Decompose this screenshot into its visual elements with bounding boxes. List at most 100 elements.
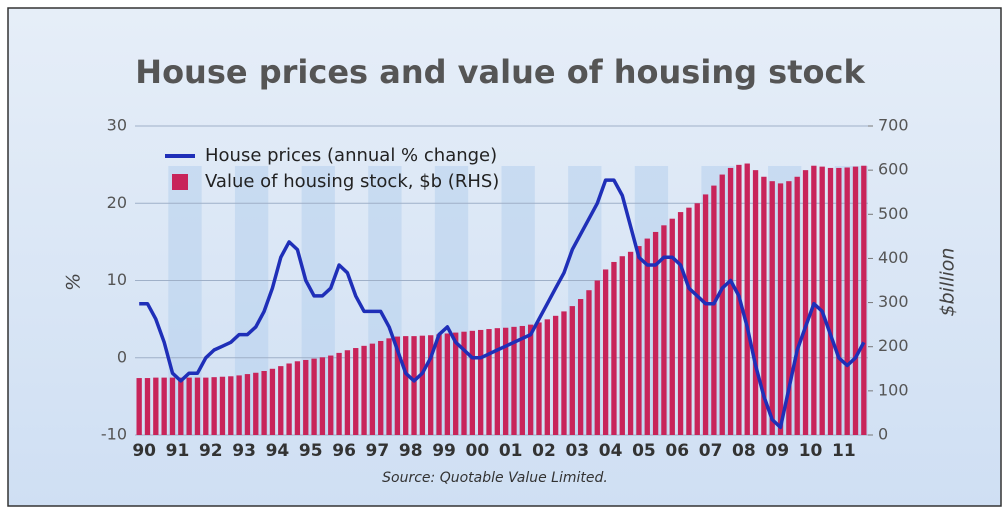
x-tick-label: 92 <box>199 441 223 461</box>
bar <box>636 246 642 435</box>
bar <box>294 361 301 435</box>
y-tick-label: 0 <box>117 347 127 366</box>
bar <box>669 218 675 435</box>
bar <box>819 166 825 435</box>
x-tick-label: 99 <box>432 441 456 461</box>
bar <box>702 194 709 435</box>
bar <box>536 322 542 435</box>
bar <box>369 343 376 435</box>
bar <box>627 251 634 435</box>
bar <box>353 348 359 435</box>
bar <box>444 333 451 435</box>
bar <box>652 231 659 435</box>
bar <box>328 355 334 435</box>
bar <box>502 327 509 435</box>
bar <box>644 238 650 435</box>
bar <box>236 375 242 435</box>
bar <box>719 174 725 436</box>
bar <box>411 336 417 435</box>
bar <box>686 207 692 435</box>
x-tick-label: 05 <box>632 441 656 461</box>
bar <box>769 181 775 435</box>
bar <box>203 377 209 435</box>
bar <box>436 334 442 435</box>
y-tick-label: 30 <box>107 116 127 135</box>
x-tick-label: 93 <box>232 441 256 461</box>
x-tick-label: 00 <box>466 441 490 461</box>
bar <box>419 335 426 435</box>
y2-tick-label: 600 <box>878 160 909 179</box>
bar <box>428 335 434 435</box>
bar <box>694 203 700 435</box>
bar <box>261 370 267 435</box>
bar <box>827 167 834 435</box>
x-tick-label: 96 <box>332 441 356 461</box>
bar <box>544 319 550 435</box>
bar <box>727 167 734 435</box>
bar <box>386 338 392 435</box>
legend-label: Value of housing stock, $b (RHS) <box>205 171 499 192</box>
bar <box>161 377 167 435</box>
x-tick-label: 04 <box>599 441 623 461</box>
bar <box>244 374 251 435</box>
bar <box>478 329 484 435</box>
bar <box>761 176 767 435</box>
y2-tick-label: 500 <box>878 204 909 223</box>
x-tick-label: 09 <box>765 441 789 461</box>
x-tick-label: 95 <box>299 441 323 461</box>
y2-tick-label: 300 <box>878 292 909 311</box>
bar <box>552 315 559 435</box>
bar <box>169 377 176 435</box>
legend-swatch <box>172 174 188 190</box>
bar <box>777 183 784 435</box>
bar <box>286 363 292 435</box>
bar <box>661 225 667 435</box>
bar <box>486 329 492 435</box>
bar <box>403 336 409 435</box>
bar <box>219 376 226 435</box>
bar <box>136 378 142 435</box>
bar <box>752 170 759 435</box>
bar <box>361 345 367 435</box>
bar <box>744 163 750 435</box>
x-tick-label: 94 <box>266 441 290 461</box>
bar <box>561 311 567 435</box>
bar <box>602 269 609 435</box>
bar <box>278 366 284 435</box>
bar <box>861 165 867 435</box>
x-tick-label: 07 <box>699 441 723 461</box>
legend-label: House prices (annual % change) <box>205 145 497 166</box>
bar <box>577 299 584 435</box>
bar <box>194 377 201 435</box>
x-tick-label: 90 <box>132 441 156 461</box>
bar <box>344 350 351 435</box>
bar <box>469 330 476 435</box>
bar <box>186 377 192 435</box>
bar <box>786 181 792 435</box>
bar <box>836 167 842 435</box>
source: Source: Quotable Value Limited. <box>382 470 608 486</box>
bar <box>586 290 592 435</box>
y-tick-label: -10 <box>101 425 127 444</box>
x-tick-label: 02 <box>532 441 556 461</box>
bar <box>211 377 217 435</box>
x-tick-label: 11 <box>832 441 856 461</box>
bar <box>494 328 501 435</box>
bar <box>453 332 459 435</box>
x-tick-label: 98 <box>399 441 423 461</box>
bar <box>794 176 800 435</box>
bar <box>527 324 534 435</box>
bar <box>511 326 517 435</box>
bar <box>852 166 859 435</box>
y2-axis-label: $billion <box>937 248 959 317</box>
bar <box>611 261 617 435</box>
x-tick-label: 03 <box>565 441 589 461</box>
bar <box>811 165 817 435</box>
bar <box>178 377 184 435</box>
bar <box>153 377 159 435</box>
bar <box>461 331 467 435</box>
y-tick-label: 20 <box>107 193 127 212</box>
bar <box>619 256 625 435</box>
bar <box>303 359 309 435</box>
x-tick-label: 06 <box>665 441 689 461</box>
